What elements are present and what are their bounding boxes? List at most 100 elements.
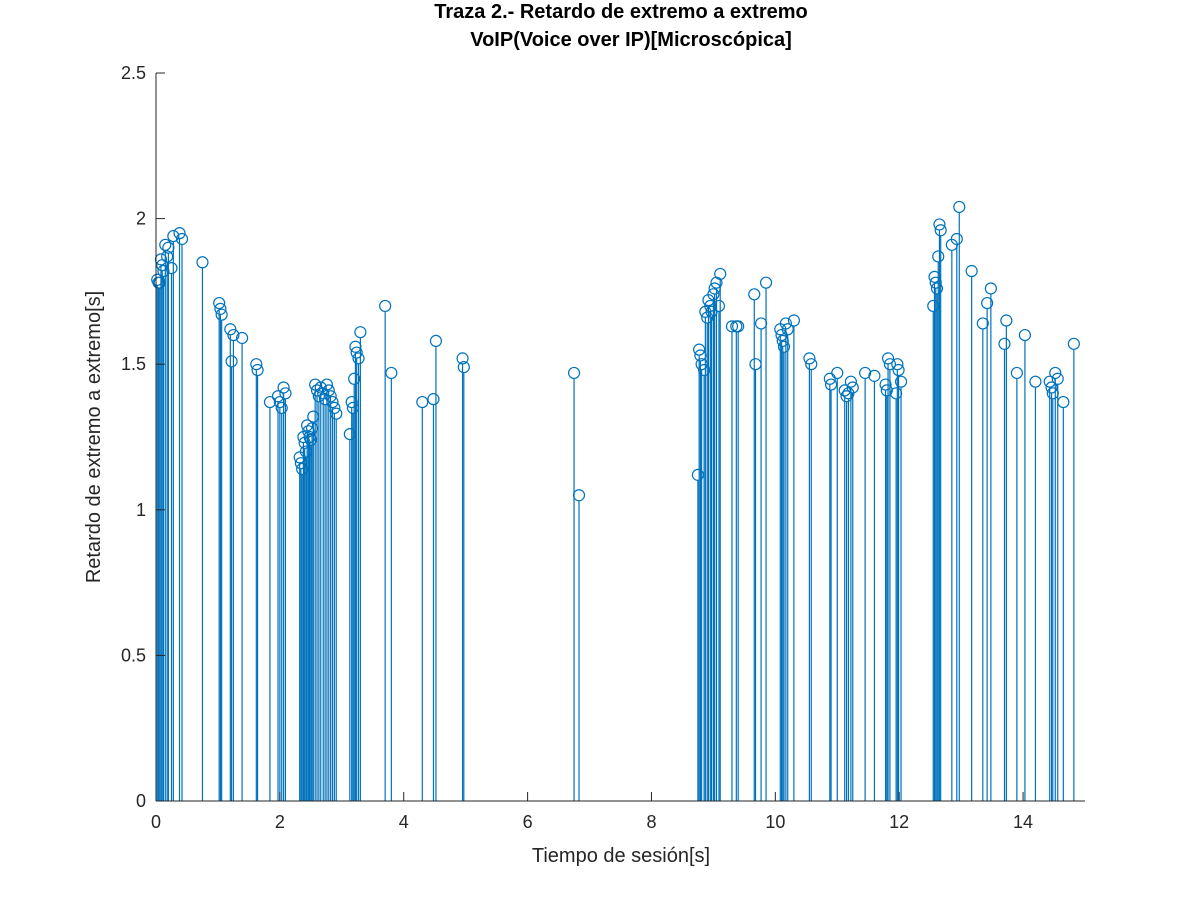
stem-marker [879, 378, 892, 391]
stem-marker [805, 358, 818, 371]
x-tick-label: 12 [889, 812, 909, 832]
stem-marker [416, 395, 429, 409]
stem-marker [1049, 366, 1062, 380]
stem-marker [859, 366, 872, 380]
x-tick-label: 6 [523, 812, 533, 832]
stem-marker [759, 276, 773, 289]
stem-marker [215, 308, 228, 321]
stem-marker [572, 489, 586, 502]
y-axis-label: Retardo de extremo a extremo[s] [83, 291, 105, 583]
chart-title: Traza 2.- Retardo de extremo a extremo [434, 1, 807, 23]
y-tick-label: 2.5 [121, 63, 146, 83]
stem-marker [263, 395, 277, 409]
stem-marker [326, 395, 339, 409]
y-tick-label: 1.5 [121, 354, 146, 374]
stem-marker [868, 369, 881, 382]
stem-marker [707, 288, 720, 301]
stem-marker [165, 262, 178, 275]
stem-marker [304, 433, 317, 447]
stem-marker [167, 229, 180, 243]
stem-marker [279, 387, 292, 400]
stem-marker [846, 381, 859, 394]
stem-marker [698, 363, 711, 377]
y-tick-label: 2 [136, 209, 146, 229]
stem-marker [881, 352, 895, 365]
stem-marker [883, 358, 897, 371]
stem-marker [704, 299, 717, 313]
stem-marker [891, 358, 904, 371]
stem-marker [725, 320, 739, 333]
x-tick-label: 4 [399, 812, 409, 832]
stem-marker [277, 381, 290, 394]
stem-marker [976, 317, 989, 330]
x-tick-label: 10 [765, 812, 785, 832]
stem-marker [714, 267, 727, 281]
stem-marker [712, 299, 726, 313]
stem-marker [196, 256, 209, 269]
x-ticks: 0 2 4 6 8 10 12 14 [151, 792, 1033, 832]
stem-marker [930, 282, 944, 295]
stem-marker [314, 381, 327, 394]
stem-marker [823, 372, 836, 385]
stem-marker [824, 378, 838, 391]
stem-marker [322, 384, 335, 397]
stem-marker [213, 296, 226, 310]
x-tick-label: 0 [151, 812, 161, 832]
stem-marker [831, 366, 844, 380]
chart-subtitle: VoIP(Voice over IP)[Microscópica] [470, 29, 792, 51]
stem-marker [803, 352, 816, 365]
stem-marker [779, 317, 792, 330]
stem-marker [320, 378, 334, 391]
stem-marker [324, 390, 337, 403]
stem-marker [354, 326, 367, 339]
stem-marker [456, 352, 469, 365]
stem-marker [984, 282, 997, 295]
stem-marker [838, 384, 851, 397]
stem-marker [330, 407, 343, 420]
stem-marker [250, 358, 263, 371]
stem-marker [328, 401, 341, 414]
stem-marker [933, 218, 946, 231]
stem-marker [275, 401, 288, 414]
stem-marker [787, 314, 801, 327]
x-tick-label: 14 [1013, 812, 1033, 832]
stem-marker [225, 355, 238, 368]
x-tick-label: 8 [646, 812, 656, 832]
stem-marker [350, 346, 363, 359]
stem-marker [235, 331, 249, 345]
stem-marker [1057, 395, 1070, 409]
stem-marker [227, 328, 240, 342]
stem-marker [310, 384, 324, 397]
stem-marker [950, 232, 963, 246]
stem-marker [224, 323, 237, 336]
stem-marker [932, 250, 945, 263]
stem-marker [953, 200, 966, 214]
stem-marker [309, 378, 322, 391]
y-tick-label: 1 [136, 500, 146, 520]
y-ticks: 0 0.5 1 1.5 2 2.5 [121, 63, 165, 811]
stem-marker [1029, 375, 1042, 388]
stem-marker [173, 227, 186, 240]
stem-marker [1018, 328, 1032, 342]
stem-marker [894, 375, 908, 388]
stem-marker [159, 238, 172, 251]
stem-marker [427, 393, 440, 406]
stem-marker [998, 337, 1011, 350]
stem-marker [880, 384, 893, 397]
stem-marker [748, 288, 761, 301]
stem-marker [348, 372, 361, 385]
stem-marker [892, 363, 905, 377]
stem-marker [981, 296, 994, 310]
x-tick-label: 2 [275, 812, 285, 832]
stem-marker [1045, 381, 1058, 394]
stem-marker [732, 320, 745, 333]
stem-marker [965, 264, 978, 278]
y-tick-label: 0 [136, 791, 146, 811]
stem-marker [379, 299, 392, 313]
stem-marker [1000, 314, 1013, 327]
stem-marker [457, 361, 470, 374]
stem-series [151, 200, 1080, 801]
stem-marker [251, 363, 264, 377]
stem-marker [385, 366, 398, 380]
x-axis-label: Tiempo de sesión[s] [532, 845, 710, 867]
